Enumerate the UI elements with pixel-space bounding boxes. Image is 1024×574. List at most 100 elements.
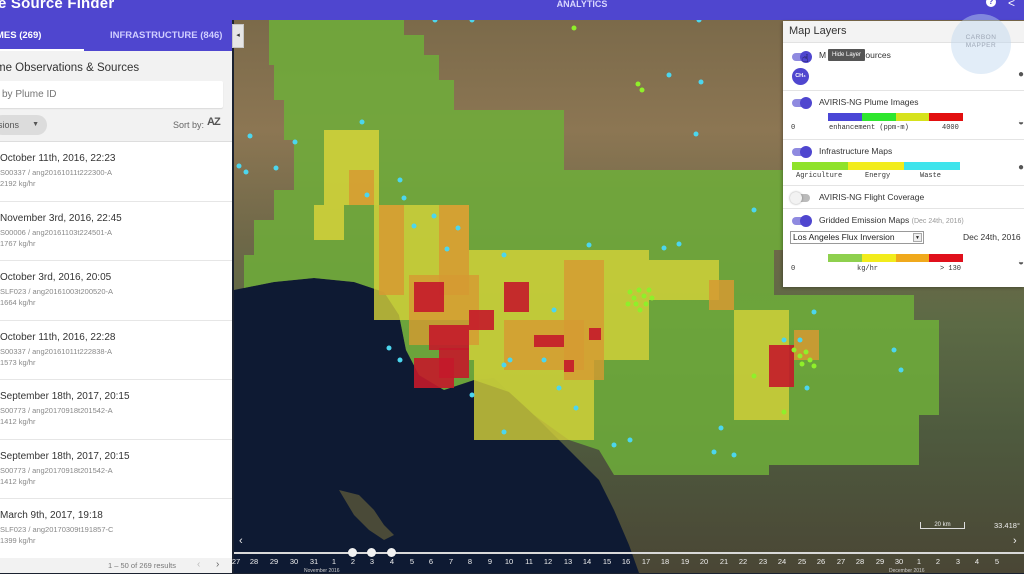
item-rate: 1767 kg/hr xyxy=(0,238,36,248)
timeline-handle[interactable] xyxy=(387,548,396,557)
opacity-icon[interactable]: ◒ xyxy=(1017,257,1024,268)
day-label: 20 xyxy=(699,557,709,566)
day-label: 2 xyxy=(935,557,941,566)
layer-label: Gridded Emission Maps (Dec 24th, 2016) xyxy=(819,215,964,225)
legend-energy: Energy xyxy=(865,172,891,180)
flight-coverage-toggle[interactable] xyxy=(790,192,810,204)
day-label: 1 xyxy=(916,557,922,566)
carbon-mapper-logo: CARBON MAPPER xyxy=(951,14,1011,74)
prev-page-icon[interactable]: ‹ xyxy=(197,559,201,570)
timeline-next-icon[interactable]: › xyxy=(1013,535,1017,547)
methane-sources-toggle[interactable] xyxy=(792,51,812,63)
legend-max: > 130 xyxy=(940,265,962,273)
plume-search-box[interactable] xyxy=(0,81,223,108)
list-item[interactable]: October 3rd, 2016, 20:05 SLF023 / ang201… xyxy=(0,261,232,321)
day-label: 29 xyxy=(269,557,279,566)
plume-color-legend xyxy=(828,113,963,121)
month-label: November 2016 xyxy=(304,568,340,574)
legend-min: 0 xyxy=(791,265,796,273)
item-date: September 18th, 2017, 20:15 xyxy=(0,450,130,462)
list-item[interactable]: March 9th, 2017, 19:18 SLF023 / ang20170… xyxy=(0,499,232,558)
list-item[interactable]: September 18th, 2017, 20:15 S00773 / ang… xyxy=(0,440,232,499)
pagination-text: 1 – 50 of 269 results xyxy=(108,561,176,570)
day-label: 11 xyxy=(525,557,533,566)
day-label: 27 xyxy=(231,557,241,566)
day-label: 3 xyxy=(369,557,375,566)
item-rate: 1412 kg/hr xyxy=(0,417,36,426)
timeline-prev-icon[interactable]: ‹ xyxy=(239,535,243,547)
item-id: S00337 / ang20161011t222838-A xyxy=(0,346,113,356)
item-date: October 11th, 2016, 22:23 xyxy=(0,153,116,164)
timeline-handle[interactable] xyxy=(367,548,376,557)
day-label: 2 xyxy=(350,557,356,566)
filter-label: sions xyxy=(0,120,20,130)
item-rate: 1399 kg/hr xyxy=(0,536,36,545)
day-label: 16 xyxy=(621,557,631,566)
tab-analytics[interactable]: ANALYTICS xyxy=(556,0,608,9)
emissions-filter-chip[interactable]: sions ▼ xyxy=(0,115,47,135)
help-icon[interactable]: ? xyxy=(986,0,996,7)
map-canvas[interactable] xyxy=(234,20,1024,573)
day-label: 4 xyxy=(389,557,395,566)
day-label: 24 xyxy=(777,557,787,566)
next-page-icon[interactable]: › xyxy=(216,559,220,570)
layer-methane-sources: M t Sources Hide Layer ☝ CH₄ ● xyxy=(783,43,1024,91)
list-item[interactable]: September 18th, 2017, 20:15 S00773 / ang… xyxy=(0,380,232,440)
list-item[interactable]: November 3rd, 2016, 22:45 S00006 / ang20… xyxy=(0,202,232,261)
day-label: 1 xyxy=(331,557,337,566)
day-label: 28 xyxy=(855,557,865,566)
day-label: 14 xyxy=(582,557,592,566)
list-item[interactable]: October 11th, 2016, 22:28 S00337 / ang20… xyxy=(0,321,232,380)
day-label: 15 xyxy=(602,557,612,566)
timeline-handle[interactable] xyxy=(348,548,357,557)
month-label: December 2016 xyxy=(889,568,925,574)
map-layers-panel: Map Layers M t Sources Hide Layer ☝ CH₄ … xyxy=(783,21,1024,287)
opacity-icon[interactable]: ● xyxy=(1017,162,1024,173)
item-id: S00773 / ang20170918t201542-A xyxy=(0,465,113,475)
infrastructure-toggle[interactable] xyxy=(792,146,812,158)
map-scale-bar: 20 km xyxy=(920,522,965,529)
flux-inversion-select[interactable]: Los Angeles Flux Inversion ▼ xyxy=(790,231,924,244)
item-rate: 1412 kg/hr xyxy=(0,476,36,486)
timeline-track[interactable] xyxy=(234,552,1024,554)
day-label: 21 xyxy=(719,557,729,566)
select-arrow-icon: ▼ xyxy=(913,233,922,242)
aviris-plume-toggle[interactable] xyxy=(792,97,812,109)
layer-date-sub: (Dec 24th, 2016) xyxy=(911,218,964,225)
opacity-icon[interactable]: ◒ xyxy=(1017,117,1024,128)
day-label: 29 xyxy=(875,557,885,566)
day-label: 5 xyxy=(409,557,415,566)
collapse-sidebar-button[interactable]: ◂ xyxy=(232,24,244,48)
day-label: 7 xyxy=(448,557,454,566)
item-id: S00006 / ang20161103t224501-A xyxy=(0,227,113,237)
legend-min: 0 xyxy=(791,124,796,132)
list-item[interactable]: October 11th, 2016, 22:23 S00337 / ang20… xyxy=(0,142,232,202)
gridded-emission-toggle[interactable] xyxy=(792,215,812,227)
plume-list: October 11th, 2016, 22:23 S00337 / ang20… xyxy=(0,141,232,558)
timeline[interactable]: 27 28 29 30 31 1 2 3 4 5 6 7 8 9 10 11 1… xyxy=(232,548,1024,574)
item-rate: 1573 kg/hr xyxy=(0,357,36,367)
gridded-date: Dec 24th, 2016 xyxy=(963,232,1021,242)
day-label: 28 xyxy=(249,557,259,566)
item-date: October 11th, 2016, 22:28 xyxy=(0,331,116,343)
tab-infrastructure[interactable]: INFRASTRUCTURE (846) xyxy=(110,30,223,41)
day-label: 26 xyxy=(816,557,826,566)
layer-label-text: Gridded Emission Maps xyxy=(819,215,910,225)
share-icon[interactable]: < xyxy=(1008,0,1016,10)
sort-az-icon[interactable]: AZ xyxy=(207,116,221,128)
day-label: 31 xyxy=(309,557,319,566)
opacity-icon[interactable]: ● xyxy=(1017,69,1024,80)
tab-plumes[interactable]: MES (269) xyxy=(0,20,84,51)
item-date: November 3rd, 2016, 22:45 xyxy=(0,212,122,224)
emission-color-legend xyxy=(828,254,963,262)
plume-search-input[interactable] xyxy=(0,81,223,108)
timeline-day-labels: 27 28 29 30 31 1 2 3 4 5 6 7 8 9 10 11 1… xyxy=(232,557,1024,569)
day-label: 30 xyxy=(289,557,299,566)
panel-heading: me Observations & Sources xyxy=(0,62,140,74)
item-rate: 1664 kg/hr xyxy=(0,298,36,307)
day-label: 3 xyxy=(955,557,961,566)
caret-down-icon: ▼ xyxy=(32,121,39,128)
day-label: 18 xyxy=(660,557,670,566)
day-label: 8 xyxy=(467,557,473,566)
